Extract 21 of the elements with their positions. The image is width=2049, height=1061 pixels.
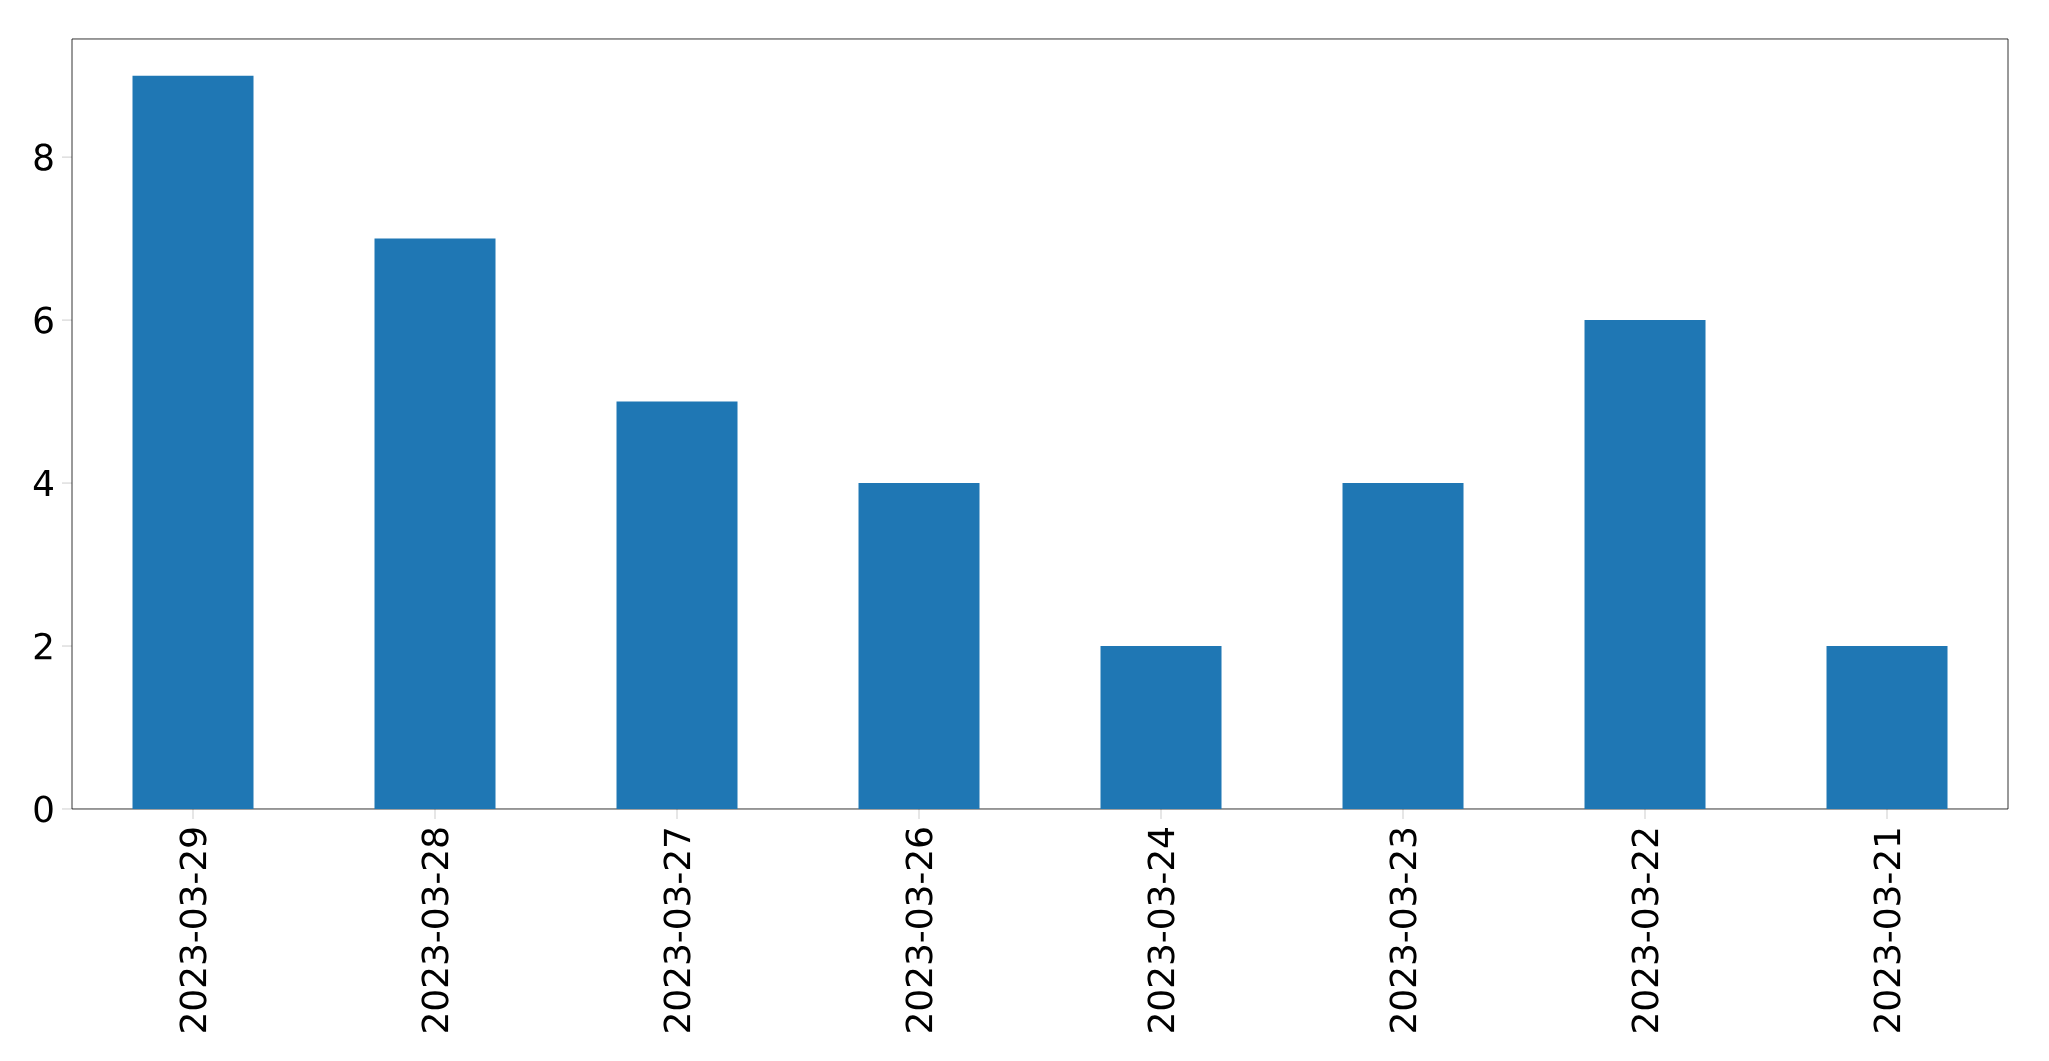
- bar: [374, 238, 496, 809]
- x-tick-label: 2023-03-26: [905, 828, 933, 1032]
- x-tick-label: 2023-03-22: [1631, 829, 1659, 1032]
- x-tick-label: 2023-03-24: [1147, 828, 1175, 1032]
- bar: [858, 483, 980, 809]
- bar: [1100, 646, 1222, 809]
- bar: [1826, 646, 1948, 809]
- y-tick-label: 2: [34, 632, 52, 660]
- y-tick-label: 0: [34, 795, 53, 823]
- x-tick-label: 2023-03-21: [1873, 829, 1901, 1032]
- x-tick-label: 2023-03-23: [1389, 828, 1417, 1032]
- x-tick-label: 2023-03-28: [421, 828, 449, 1032]
- bar: [1342, 483, 1464, 809]
- x-tick-label: 2023-03-27: [663, 829, 691, 1032]
- y-tick-label: 6: [34, 306, 53, 334]
- bar: [132, 75, 254, 809]
- y-tick-label: 4: [33, 469, 53, 497]
- bar: [616, 401, 738, 809]
- y-tick-label: 8: [34, 143, 53, 171]
- x-tick-label: 2023-03-29: [179, 828, 207, 1032]
- bar: [1584, 320, 1706, 809]
